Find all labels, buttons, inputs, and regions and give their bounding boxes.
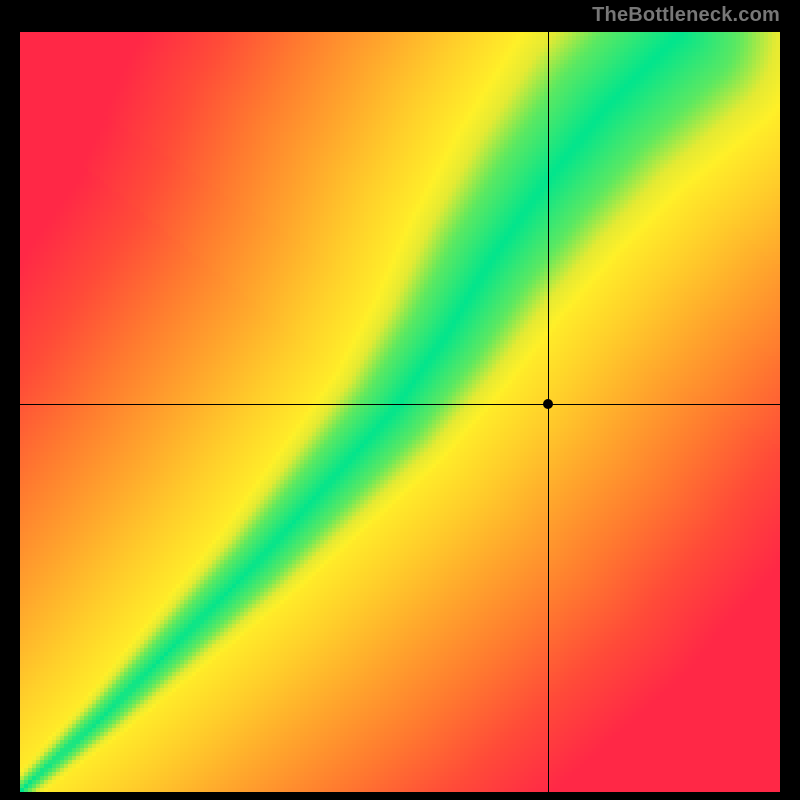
watermark-text: TheBottleneck.com	[592, 4, 780, 27]
crosshair-vertical	[548, 32, 549, 792]
heatmap-plot	[20, 32, 780, 792]
heatmap-canvas	[20, 32, 780, 792]
crosshair-horizontal	[20, 404, 780, 405]
bottleneck-marker	[543, 399, 553, 409]
